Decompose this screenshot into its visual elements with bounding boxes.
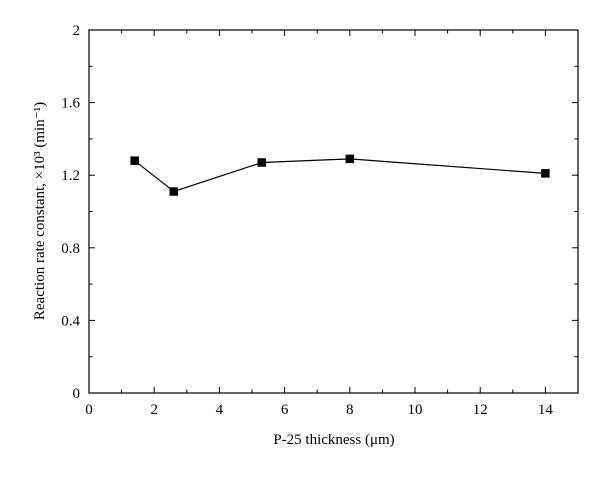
x-tick-label: 2 [150,402,158,418]
x-tick-label: 8 [346,402,354,418]
y-tick-label: 0.4 [61,313,80,329]
x-tick-label: 4 [216,402,224,418]
label-group: P-25 thickness (μm) Reaction rate consta… [32,102,395,448]
series-line [134,158,546,193]
x-tick-label: 12 [473,402,488,418]
data-point-marker [345,154,355,164]
data-point-marker [541,169,550,178]
plot-frame-group [88,29,579,394]
data-group [130,154,550,196]
data-point-marker [169,187,179,196]
x-axis-title: P-25 thickness (μm) [273,432,394,448]
y-tick-label: 2 [73,23,81,39]
data-point-marker [130,156,139,165]
x-tick-label: 10 [408,402,423,418]
y-tick-label: 1.6 [61,96,80,112]
y-tick-label: 0.8 [61,241,80,257]
y-axis-title: Reaction rate constant, ×10³ (min⁻¹) [32,102,48,320]
x-tick-label: 6 [281,402,289,418]
y-tick-label: 0 [73,386,81,402]
x-tick-label: 0 [85,402,93,418]
tick-group: 0 2 4 6 8 10 12 14 0 0.4 0.8 1.2 1.6 2 [61,23,579,418]
y-tick-label: 1.2 [61,168,80,184]
data-point-marker [257,158,267,167]
x-tick-label: 14 [538,402,554,418]
plot-frame [88,29,579,394]
